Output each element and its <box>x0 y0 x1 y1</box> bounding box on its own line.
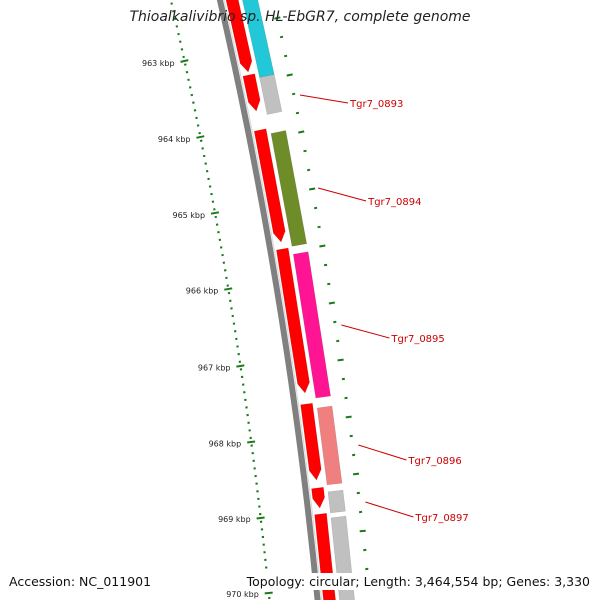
minor-tick <box>170 2 173 5</box>
gene-arrow-red <box>242 73 261 112</box>
minor-tick <box>190 93 194 97</box>
label-leader-line <box>317 187 367 202</box>
gene-arrow-red <box>253 128 286 243</box>
outer-tick <box>317 225 321 229</box>
outer-tick <box>359 529 366 533</box>
minor-tick <box>175 25 179 28</box>
minor-tick <box>173 17 177 21</box>
minor-tick <box>183 63 187 66</box>
tick-label: 969 kbp <box>218 515 251 524</box>
minor-tick <box>172 10 175 13</box>
gene-block-olive <box>270 130 308 247</box>
genome-title: Thioalkalivibrio sp. HL-EbGR7, complete … <box>129 9 471 25</box>
tick-label: 966 kbp <box>186 287 219 296</box>
genome-backbone <box>216 0 323 600</box>
outer-tick <box>274 16 281 20</box>
major-tick <box>264 591 273 595</box>
outer-tick <box>279 35 284 39</box>
outer-tick <box>313 206 318 210</box>
gene-label: Tgr7_0895 <box>390 334 444 345</box>
tick-label: 970 kbp <box>226 590 259 599</box>
major-tick <box>256 516 265 520</box>
gene-block-grey <box>259 74 283 115</box>
minor-tick <box>180 48 184 51</box>
gene-labels: Tgr7_0893 Tgr7_0894 Tgr7_0895 Tgr7_0896 Tgr7… <box>299 94 469 524</box>
tick-label: 968 kbp <box>209 439 242 448</box>
tick-label: 965 kbp <box>172 211 205 220</box>
gene-arrow-red <box>225 0 253 73</box>
gene-label: Tgr7_0893 <box>349 99 403 110</box>
major-tick <box>224 287 233 291</box>
gene-arrow-red <box>300 402 322 481</box>
gene-block-grey <box>327 489 346 514</box>
backbone-outer <box>216 0 321 600</box>
label-leader-line <box>365 501 414 518</box>
gene-label: Tgr7_0894 <box>367 197 421 208</box>
outer-tick <box>352 472 360 476</box>
major-tick <box>247 440 256 444</box>
outer-tick <box>291 92 296 96</box>
tick-label: 963 kbp <box>142 59 175 68</box>
label-leader-line <box>341 324 390 339</box>
major-tick <box>236 364 245 368</box>
outer-tick <box>286 73 293 77</box>
outer-tick <box>328 301 335 305</box>
outer-tick <box>345 415 352 419</box>
minor-tick <box>177 32 180 36</box>
genome-summary-text: Topology: circular; Length: 3,464,554 bp… <box>244 573 592 590</box>
tick-label: 967 kbp <box>198 364 231 373</box>
outer-tick <box>337 358 344 362</box>
major-tick <box>180 59 189 63</box>
major-tick <box>210 211 220 215</box>
outer-tick <box>303 149 307 153</box>
outer-tick <box>309 187 316 191</box>
minor-tick <box>192 101 195 104</box>
gene-features <box>225 0 355 600</box>
outer-tick <box>295 111 300 115</box>
outer-tick <box>298 130 305 134</box>
gene-label: Tgr7_0897 <box>414 513 468 524</box>
label-leader-line <box>299 94 349 104</box>
outer-tick <box>283 54 288 58</box>
outer-tick <box>306 168 311 172</box>
gene-block-pink <box>292 251 331 399</box>
outer-tick <box>319 244 326 248</box>
minor-tick <box>199 139 203 142</box>
backbone-highlight <box>223 0 323 600</box>
tick-label: 964 kbp <box>158 135 191 144</box>
accession-text: Accession: NC_011901 <box>7 573 154 590</box>
gene-arrow-red <box>276 247 310 394</box>
major-tick <box>196 135 205 139</box>
gene-block-salmon <box>316 405 343 486</box>
label-leader-line <box>358 444 407 461</box>
minor-tick <box>185 70 189 74</box>
gene-label: Tgr7_0896 <box>407 456 461 467</box>
minor-tick <box>198 131 201 135</box>
gene-arrow-red <box>311 486 325 509</box>
minor-tick <box>182 55 185 59</box>
